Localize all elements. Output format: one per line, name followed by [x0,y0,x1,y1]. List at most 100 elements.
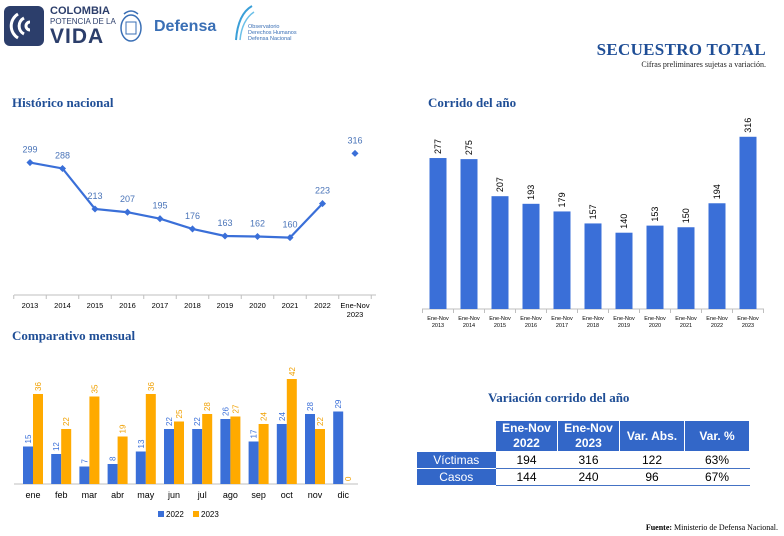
x-tick-label: Ene-Nov [489,316,511,322]
x-tick-label: Ene-Nov [706,316,728,322]
variacion-table: Ene-Nov 2022 Ene-Nov 2023 Var. Abs. Var. %… [417,420,750,486]
col-2023-l2: 2023 [575,436,602,450]
bar-value-label: 22 [316,417,325,426]
logo-line-2: POTENCIA DE LA [50,17,116,26]
bar-2022 [164,429,174,484]
bar-value-label: 140 [619,214,629,229]
bar [553,211,571,309]
bar-value-label: 8 [109,456,118,461]
x-tick-label: abr [111,490,124,500]
bar-2023 [202,414,213,484]
bar-value-label: 150 [681,208,691,223]
data-label: 176 [185,211,200,221]
cell-2022: 194 [495,451,558,469]
cell-var-pct: 67% [684,468,750,486]
data-label: 160 [282,220,297,230]
x-tick-label: Ene-Nov [340,301,369,310]
cell-2022: 144 [495,468,558,486]
cell-var-abs: 122 [619,451,685,469]
obs-line-2: Derechos Humanos [248,30,297,36]
corrido-title: Corrido del año [428,95,517,110]
x-tick-label: Ene-Nov [551,316,573,322]
col-var-abs: Var. Abs. [619,420,685,452]
bar-2023 [33,394,43,484]
col-var-pct: Var. % [684,420,750,452]
source-text: Ministerio de Defensa Nacional. [672,523,778,532]
bar-value-label: 24 [278,412,287,421]
bar-2022 [135,451,146,484]
x-tick-label: 2021 [282,301,299,310]
bar-value-label: 42 [288,367,297,376]
bar [491,196,509,309]
bar-value-label: 12 [52,442,61,451]
page-subtitle: Cifras preliminares sujetas a variación. [641,60,766,69]
bar-value-label: 275 [464,140,474,155]
series-line [29,161,324,239]
logo-line-1: COLOMBIA [50,5,110,17]
bar [739,136,757,309]
data-point [253,232,262,241]
cell-var-pct: 63% [684,451,750,469]
bar [677,227,695,309]
bar [522,203,540,309]
bar-value-label: 207 [495,177,505,192]
x-tick-label: jun [167,490,180,500]
x-tick-label: 2016 [525,323,537,329]
bar-2022 [305,414,315,484]
data-point [351,149,359,157]
x-tick-label: 2020 [649,323,661,329]
data-point [123,208,132,216]
bar-value-label: 35 [90,384,99,393]
bar-value-label: 25 [175,409,184,418]
x-tick-label: 2015 [494,323,506,329]
row-label: Casos [417,468,496,486]
cell-var-abs: 96 [619,468,685,486]
bar [708,203,726,309]
x-tick-label: Ene-Nov [520,316,542,322]
cell-2023: 240 [557,468,620,486]
source-label: Fuente: [645,523,673,532]
x-tick-label: 2016 [119,301,136,310]
legend-swatch-2022 [158,511,164,517]
obs-line-3: Defensa Nacional [248,36,292,42]
bar-value-label: 193 [526,185,536,200]
source-note: Fuente: Ministerio de Defensa Nacional. [646,523,778,532]
data-label: 162 [250,219,265,229]
bar-value-label: 19 [119,424,128,433]
x-tick-label: Ene-Nov [427,316,449,322]
bar-2022 [23,446,33,484]
bar-value-label: 22 [193,417,202,426]
x-tick-label: 2017 [152,301,169,310]
x-tick-label: 2017 [556,323,568,329]
col-ene-nov-2023: Ene-Nov 2023 [557,420,620,452]
historico-line-chart: 299 2013 288 2014 213 2015 207 2016 195 2017 176 20… [13,135,376,319]
row-label: Víctimas [417,451,496,469]
data-label: 288 [55,150,70,160]
table-header-row: Ene-Nov 2022 Ene-Nov 2023 Var. Abs. Var. % [417,420,750,452]
bar-2023 [145,394,156,484]
bar-value-label: 26 [221,407,230,416]
x-tick-label: 2019 [217,301,234,310]
bar-value-label: 22 [62,417,71,426]
bar-2023 [61,429,72,484]
logo-line-3: VIDA [50,25,105,48]
bar-value-label: 7 [80,459,89,464]
bar-value-label: 17 [250,429,259,438]
x-tick-label: 2021 [680,323,692,329]
x-tick-label: oct [281,490,294,500]
table-row: Víctimas 194 316 122 63% [417,451,750,469]
bar-2023 [117,436,128,484]
bar [460,159,478,309]
bar-value-label: 29 [334,399,343,408]
page-title: SECUESTRO TOTAL [596,40,766,59]
x-tick-label: 2022 [711,323,723,329]
x-tick-label: 2019 [618,323,630,329]
bar [615,232,633,309]
obs-line-1: Observatorio [248,24,280,30]
bar-value-label: 13 [137,439,146,448]
x-tick-label: 2023 [347,310,364,319]
data-point [91,205,99,213]
x-tick-label: 2014 [463,323,475,329]
x-tick-label: 2023 [742,323,754,329]
bar-value-label: 157 [588,204,598,219]
